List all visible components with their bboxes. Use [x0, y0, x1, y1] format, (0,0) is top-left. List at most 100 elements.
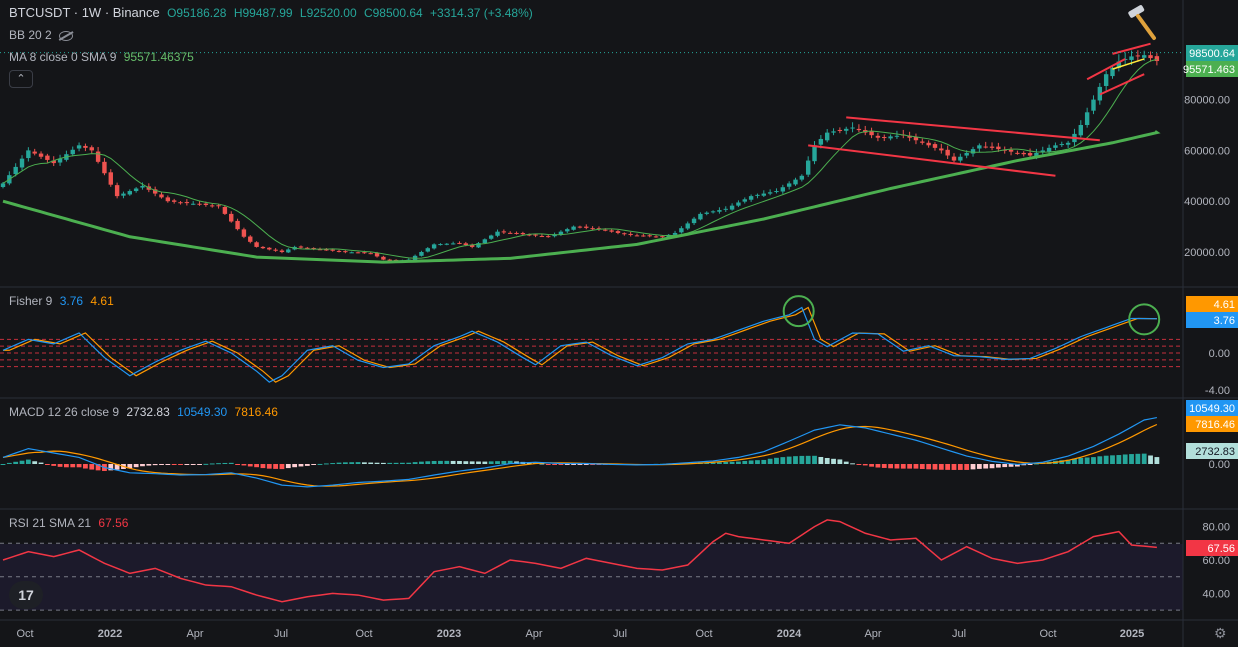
candle-body	[1059, 144, 1064, 146]
histogram-bar	[970, 464, 976, 470]
histogram-bar	[590, 464, 596, 465]
histogram-bar	[938, 464, 944, 470]
candle-body	[748, 196, 754, 200]
candle-body	[286, 249, 291, 253]
candle-body	[38, 153, 44, 157]
candle-body	[501, 231, 507, 233]
histogram-bar	[837, 459, 843, 464]
candle-body	[463, 243, 469, 246]
macd-label[interactable]: MACD 12 26 close 9	[9, 405, 120, 419]
histogram-bar	[1021, 464, 1027, 466]
histogram-bar	[995, 464, 1001, 468]
histogram-bar	[241, 464, 247, 466]
histogram-bar	[355, 462, 361, 464]
ma-legend: MA 8 close 0 SMA 9 95571.46375	[9, 50, 198, 64]
time-tick: Jul	[952, 628, 966, 640]
histogram-bar	[767, 458, 773, 464]
fisher-legend: Fisher 9 3.76 4.61	[9, 294, 118, 308]
candle-body	[907, 135, 912, 138]
histogram-bar	[1103, 455, 1109, 464]
histogram-bar	[368, 462, 374, 464]
histogram-bar	[114, 464, 120, 470]
macd-signal-tag: 7816.46	[1195, 419, 1235, 431]
candle-body	[615, 231, 621, 233]
histogram-bar	[38, 462, 44, 464]
candle-body	[685, 223, 690, 229]
candle-body	[83, 145, 88, 148]
ohlc-change: +3314.37 (+3.48%)	[430, 6, 533, 20]
fisher-main-line	[2, 306, 1157, 383]
candle-body	[355, 252, 361, 254]
candle-body	[527, 234, 532, 236]
collapse-legend-button[interactable]: ⌃	[9, 70, 33, 88]
macd-hist-tag-bg	[1186, 443, 1238, 459]
histogram-bar	[907, 464, 913, 469]
histogram-bar	[755, 460, 760, 464]
candle-body	[140, 185, 145, 188]
candle-body	[875, 135, 881, 138]
hidden-eye-icon[interactable]	[59, 30, 74, 41]
symbol-title[interactable]: BTCUSDT · 1W · Binance	[9, 5, 160, 20]
histogram-bar	[209, 463, 215, 465]
histogram-bar	[159, 464, 164, 465]
histogram-bar	[824, 457, 830, 464]
candle-body	[729, 205, 735, 210]
candle-body	[761, 193, 766, 196]
candle-body	[977, 145, 982, 149]
histogram-bar	[381, 462, 386, 464]
bb-label[interactable]: BB 20 2	[9, 28, 52, 42]
histogram-bar	[311, 464, 317, 465]
candle-body	[831, 131, 836, 133]
candle-body	[235, 220, 240, 230]
candle-body	[349, 252, 354, 254]
histogram-bar	[431, 460, 437, 464]
histogram-bar	[571, 464, 576, 465]
fisher-signal-value: 4.61	[90, 294, 114, 308]
histogram-bar	[552, 464, 557, 465]
histogram-bar	[983, 464, 989, 469]
histogram-bar	[501, 460, 507, 464]
histogram-bar	[951, 464, 957, 470]
candle-body	[387, 259, 392, 261]
time-tick: Oct	[355, 628, 372, 640]
candle-body	[216, 205, 221, 207]
candle-body	[723, 208, 728, 210]
histogram-bar	[717, 462, 722, 464]
fisher-main-tag-bg	[1186, 312, 1238, 328]
ohlc-close: C98500.64	[363, 6, 423, 20]
candle-body	[431, 244, 437, 249]
support-curve	[2, 130, 1161, 264]
histogram-bar	[165, 464, 171, 465]
candle-body	[546, 236, 551, 238]
gear-icon[interactable]: ⚙	[1214, 625, 1227, 641]
ma-line	[2, 58, 1158, 259]
histogram-bar	[793, 456, 798, 464]
fisher-label[interactable]: Fisher 9	[9, 294, 53, 308]
candle-body	[305, 247, 310, 249]
candle-body	[248, 236, 253, 242]
time-tick: Oct	[695, 628, 712, 640]
candle-body	[533, 234, 538, 236]
candle-body	[818, 138, 824, 145]
histogram-bar	[1078, 457, 1084, 464]
histogram-bar	[482, 461, 488, 464]
candle-body	[1078, 125, 1083, 136]
histogram-bar	[83, 464, 88, 469]
ma-label[interactable]: MA 8 close 0 SMA 9	[9, 50, 117, 64]
tradingview-logo[interactable]: 17	[9, 581, 43, 609]
candle-body	[311, 247, 316, 249]
histogram-bar	[330, 463, 336, 465]
candle-body	[0, 183, 6, 188]
rsi-label[interactable]: RSI 21 SMA 21	[9, 516, 92, 530]
fisher-peak-circle-2	[1128, 303, 1161, 336]
candle-body	[584, 226, 589, 228]
histogram-bar	[818, 456, 824, 464]
candle-body	[178, 202, 183, 204]
histogram-bar	[476, 461, 481, 464]
candle-body	[1021, 152, 1026, 155]
macd-line-value: 10549.30	[177, 405, 228, 419]
histogram-bar	[25, 459, 31, 464]
candle-body	[628, 233, 633, 235]
